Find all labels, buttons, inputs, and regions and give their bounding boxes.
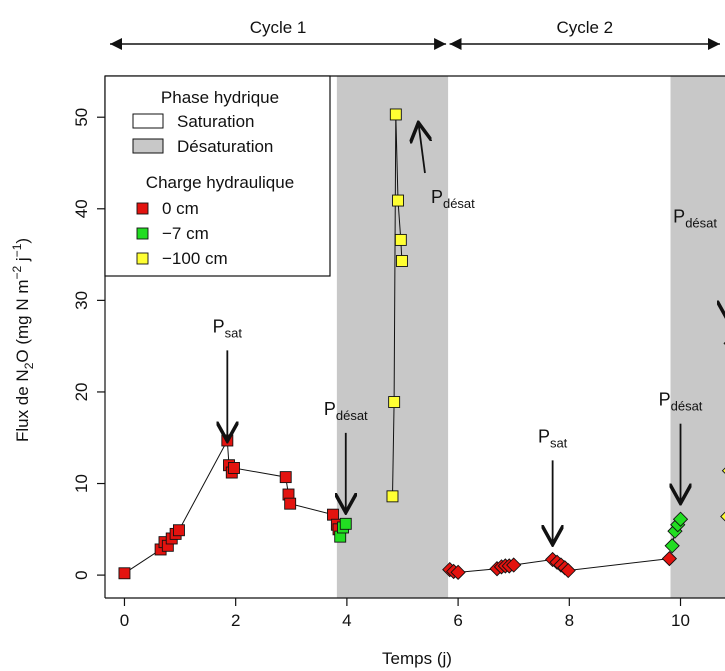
data-point — [279, 471, 292, 484]
legend-marker-0cm — [136, 202, 149, 215]
cycle-brackets: Cycle 1 Cycle 2 — [110, 18, 720, 50]
data-point — [560, 562, 576, 579]
legend-label-100cm: −100 cm — [162, 249, 228, 268]
cycle-label-1: Cycle 2 — [556, 18, 613, 37]
data-point — [664, 538, 680, 554]
y-axis: 0 10 20 30 40 50 — [72, 108, 105, 580]
shaded-period-0 — [336, 76, 449, 598]
y-tick-label: 0 — [72, 570, 91, 579]
data-point — [388, 396, 401, 408]
legend-swatch-desaturation — [132, 138, 164, 154]
y-tick-label: 40 — [72, 199, 91, 218]
data-point — [450, 564, 466, 580]
legend-marker-100cm — [136, 252, 149, 265]
cycle-label-0: Cycle 1 — [250, 18, 307, 37]
annotation-label: Pdésat — [659, 390, 703, 414]
annotations: Psat Pdésat Pdésat Psat Pdésat Pdésat — [213, 123, 725, 545]
x-tick-label: 4 — [342, 611, 351, 630]
y-tick-label: 50 — [72, 108, 91, 127]
data-point — [661, 550, 678, 567]
legend: Phase hydrique Saturation Désaturation C… — [104, 75, 331, 277]
data-point — [118, 567, 131, 580]
x-tick-label: 8 — [565, 611, 574, 630]
x-tick-label: 2 — [231, 611, 240, 630]
y-tick-label: 20 — [72, 382, 91, 401]
x-tick-label: 6 — [453, 611, 462, 630]
x-tick-label: 0 — [120, 611, 129, 630]
annotation-label: Psat — [213, 316, 243, 340]
data-point — [392, 194, 404, 207]
annotation-label: Pdésat — [673, 207, 717, 231]
legend-label-saturation: Saturation — [177, 112, 255, 131]
data-point — [173, 524, 185, 537]
legend-swatch-saturation — [132, 113, 164, 129]
legend-label-desaturation: Désaturation — [177, 137, 273, 156]
data-point — [339, 517, 352, 530]
data-point — [327, 508, 339, 521]
shaded-period-1 — [670, 76, 725, 598]
y-tick-label: 30 — [72, 291, 91, 310]
legend-charge-title: Charge hydraulique — [146, 173, 294, 192]
x-axis-label: Temps (j) — [382, 649, 452, 668]
x-axis: 0 2 4 6 8 10 — [120, 598, 690, 630]
legend-marker-7cm — [136, 227, 149, 240]
y-tick-label: 10 — [72, 474, 91, 493]
annotation-label: Psat — [538, 426, 568, 450]
y-axis-label: Flux de N2O (mg N m−2 j−1) — [10, 238, 36, 442]
data-point — [284, 497, 297, 510]
data-point — [394, 233, 407, 246]
annotation-label: Pdésat — [431, 187, 475, 211]
legend-label-7cm: −7 cm — [162, 224, 209, 243]
data-point — [386, 490, 399, 503]
legend-label-0cm: 0 cm — [162, 199, 199, 218]
legend-box — [104, 75, 331, 277]
data-point — [506, 557, 522, 573]
data-point — [389, 108, 402, 121]
x-tick-label: 10 — [671, 611, 690, 630]
data-point — [672, 511, 689, 527]
legend-phase-title: Phase hydrique — [161, 88, 279, 107]
data-point — [720, 511, 725, 522]
data-point — [228, 462, 240, 474]
annotation-label: Pdésat — [324, 399, 368, 423]
data-point — [395, 255, 408, 267]
annotation-arrow — [418, 123, 425, 174]
